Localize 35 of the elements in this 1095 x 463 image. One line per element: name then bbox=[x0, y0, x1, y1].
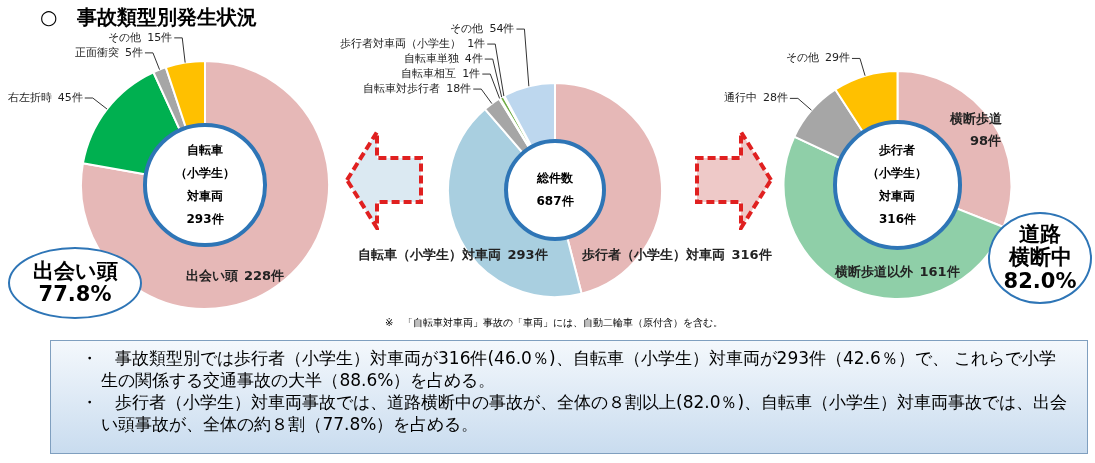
slice-label: 出会い頭 bbox=[185, 268, 238, 284]
data-label: 293件 bbox=[507, 247, 548, 263]
data-label: 1件 bbox=[462, 66, 481, 80]
data-label: 18件 bbox=[446, 81, 472, 95]
slice-label: 自転車対歩行者 bbox=[363, 81, 441, 95]
data-label: 228件 bbox=[243, 268, 285, 284]
data-label: 316件 bbox=[731, 247, 772, 263]
text: ※ 「自転車対車両」事故の「車両」には、自動二輪車（原付含）を含む。 bbox=[385, 316, 724, 330]
slice-label: その他 bbox=[108, 30, 142, 44]
data-label: 45件 bbox=[57, 90, 83, 104]
slice-label: 横断歩道以外 bbox=[834, 264, 915, 280]
speech-bubble: 道路 横断中 82.0% bbox=[988, 212, 1092, 304]
slice-label: 歩行者対車両（小学生） bbox=[340, 36, 462, 50]
slice-label: 自転車単独 bbox=[403, 51, 459, 65]
data-label: 4件 bbox=[464, 51, 483, 65]
speech-bubble: 出会い頭 77.8% bbox=[8, 247, 142, 319]
data-label: 15件 bbox=[147, 30, 173, 44]
data-label: 54件 bbox=[489, 21, 515, 35]
slice-label: 通行中 bbox=[723, 91, 757, 105]
slice-label: 自転車（小学生）対車両 bbox=[358, 247, 502, 263]
slice-label: 自転車相互 bbox=[401, 66, 457, 80]
data-label: 98件 bbox=[969, 133, 1002, 149]
data-label: 1件 bbox=[467, 36, 486, 50]
slice-label: 右左折時 bbox=[7, 90, 52, 104]
slice-label: 歩行者（小学生）対車両 bbox=[581, 247, 726, 263]
data-label: 161件 bbox=[919, 264, 960, 280]
slice-label: 正面衝突 bbox=[74, 45, 119, 59]
text: ・ 事故類型別では歩行者（小学生）対車両が316件(46.0％)、自転車（小学生）対車両が293件（42.6％）で、 これらで小学生の関係する交通事故の大半（88.6%）を占める。 bbox=[81, 347, 1058, 392]
text: ・ 歩行者（小学生）対車両事故では、道路横断中の事故が、全体の８割以上(82.0％)、自転車（小学生）対車両事故では、出会い頭事故が、全体の約８割（77.8%）を占める。 bbox=[81, 391, 1069, 436]
slice-label: その他 bbox=[450, 21, 484, 35]
data-label: 29件 bbox=[824, 51, 850, 65]
data-label: 28件 bbox=[762, 91, 788, 105]
chart-title: ○ 事故類型別発生状況 bbox=[40, 4, 258, 31]
slice-label: その他 bbox=[785, 51, 819, 65]
data-label: 5件 bbox=[124, 45, 143, 59]
